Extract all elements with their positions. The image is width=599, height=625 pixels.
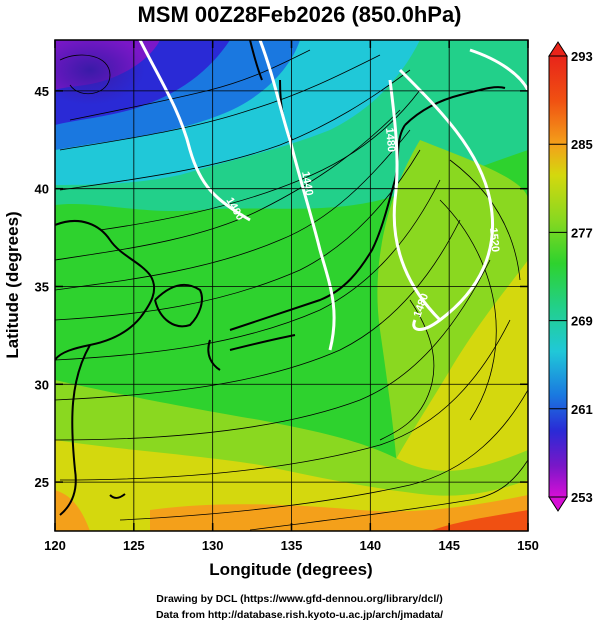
- contour-label: 1480: [383, 127, 397, 152]
- contour-label: 1520: [487, 227, 501, 252]
- y-tick-label: 45: [35, 84, 49, 99]
- coastlines: [55, 40, 506, 516]
- grid-lines: [55, 40, 528, 531]
- y-tick-label: 25: [35, 475, 49, 490]
- y-axis-label: Latitude (degrees): [3, 211, 22, 358]
- x-tick-label: 135: [281, 538, 303, 553]
- x-tick-label: 125: [123, 538, 145, 553]
- colorbar-tick-label: 261: [571, 402, 593, 417]
- contour-label: 1440: [299, 170, 315, 196]
- x-tick-label: 140: [359, 538, 381, 553]
- x-axis-label: Longitude (degrees): [209, 560, 372, 579]
- colorbar-ticks: 293 285 277 269 261 253: [549, 49, 593, 505]
- colorbar: 293 285 277 269 261 253: [548, 41, 593, 512]
- x-axis-ticks: 120 125 130 135 140 145 150: [44, 40, 539, 553]
- x-tick-label: 120: [44, 538, 66, 553]
- contour-labels: 1400 1440 1480 1480 1520: [223, 127, 501, 319]
- x-tick-label: 145: [438, 538, 460, 553]
- colorbar-gradient: [548, 55, 568, 498]
- credits: Drawing by DCL (https://www.gfd-dennou.o…: [0, 591, 599, 623]
- x-tick-label: 130: [202, 538, 224, 553]
- credit-line-data-source: Data from http://database.rish.kyoto-u.a…: [155, 609, 444, 621]
- y-axis-ticks: 25 30 35 40 45: [35, 84, 528, 490]
- credit-line-dcl: Drawing by DCL (https://www.gfd-dennou.o…: [156, 593, 443, 605]
- x-tick-label: 150: [517, 538, 539, 553]
- colorbar-tick-label: 277: [571, 225, 593, 240]
- colorbar-tick-label: 253: [571, 490, 593, 505]
- colorbar-min-arrow: [548, 496, 568, 512]
- colorbar-max-arrow: [548, 41, 568, 57]
- colorbar-tick-label: 269: [571, 314, 593, 329]
- page-title: MSM 00Z28Feb2026 (850.0hPa): [137, 2, 462, 27]
- y-tick-label: 35: [35, 279, 49, 294]
- height-contours: [138, 40, 528, 351]
- colorbar-tick-label: 285: [571, 137, 593, 152]
- y-tick-label: 40: [35, 182, 49, 197]
- colorbar-tick-label: 293: [571, 49, 593, 64]
- y-tick-label: 30: [35, 377, 49, 392]
